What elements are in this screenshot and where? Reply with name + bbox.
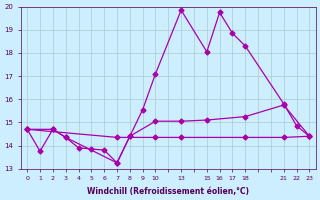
- X-axis label: Windchill (Refroidissement éolien,°C): Windchill (Refroidissement éolien,°C): [87, 187, 249, 196]
